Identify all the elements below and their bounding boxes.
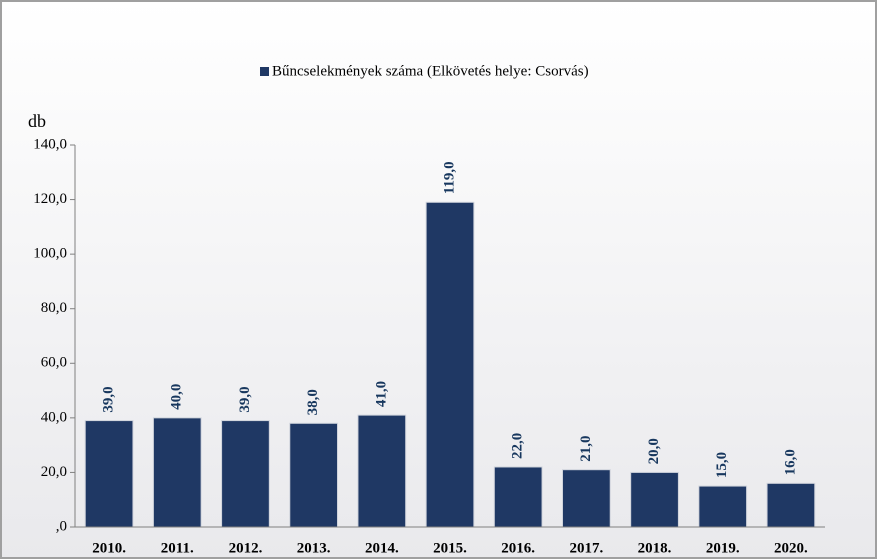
legend-label: Bűncselekmények száma (Elkövetés helye: …	[272, 63, 589, 79]
value-label: 16,0	[782, 449, 798, 475]
bar	[766, 482, 816, 528]
bar	[630, 471, 679, 528]
y-tick-label: 20,0	[41, 464, 67, 480]
y-tick-label: 60,0	[41, 355, 67, 371]
bar	[698, 485, 748, 528]
y-tick-label: 120,0	[33, 191, 67, 207]
bar	[562, 469, 611, 528]
x-tick-label: 2018.	[638, 540, 672, 556]
value-label: 38,0	[305, 389, 321, 415]
value-label: 41,0	[373, 381, 389, 407]
x-tick-label: 2019.	[706, 540, 740, 556]
y-tick-label: ,0	[56, 518, 67, 534]
y-tick-label: 80,0	[41, 300, 67, 316]
x-tick-label: 2015.	[433, 540, 467, 556]
bar	[289, 422, 339, 528]
y-axis-label: db	[28, 111, 46, 131]
y-tick-label: 100,0	[33, 246, 67, 262]
bar	[221, 420, 270, 528]
legend-marker	[260, 67, 269, 76]
y-tick-label: 140,0	[33, 136, 67, 152]
bar	[152, 417, 202, 528]
x-tick-label: 2014.	[365, 540, 399, 556]
value-label: 15,0	[714, 452, 730, 478]
x-tick-label: 2016.	[501, 540, 535, 556]
x-tick-label: 2013.	[297, 540, 331, 556]
x-tick-label: 2017.	[569, 540, 603, 556]
bar	[84, 420, 134, 528]
value-label: 119,0	[441, 161, 457, 194]
x-tick-label: 2020.	[774, 540, 808, 556]
value-label: 39,0	[101, 386, 117, 412]
value-label: 40,0	[169, 384, 185, 410]
value-label: 21,0	[578, 435, 594, 461]
bar	[357, 414, 407, 528]
value-label: 39,0	[237, 386, 253, 412]
bar	[493, 466, 543, 528]
x-tick-label: 2012.	[229, 540, 263, 556]
value-label: 22,0	[510, 433, 526, 459]
x-tick-label: 2011.	[161, 540, 194, 556]
x-tick-label: 2010.	[92, 540, 126, 556]
value-label: 20,0	[646, 438, 662, 464]
y-tick-label: 40,0	[41, 409, 67, 425]
bar	[425, 201, 475, 528]
